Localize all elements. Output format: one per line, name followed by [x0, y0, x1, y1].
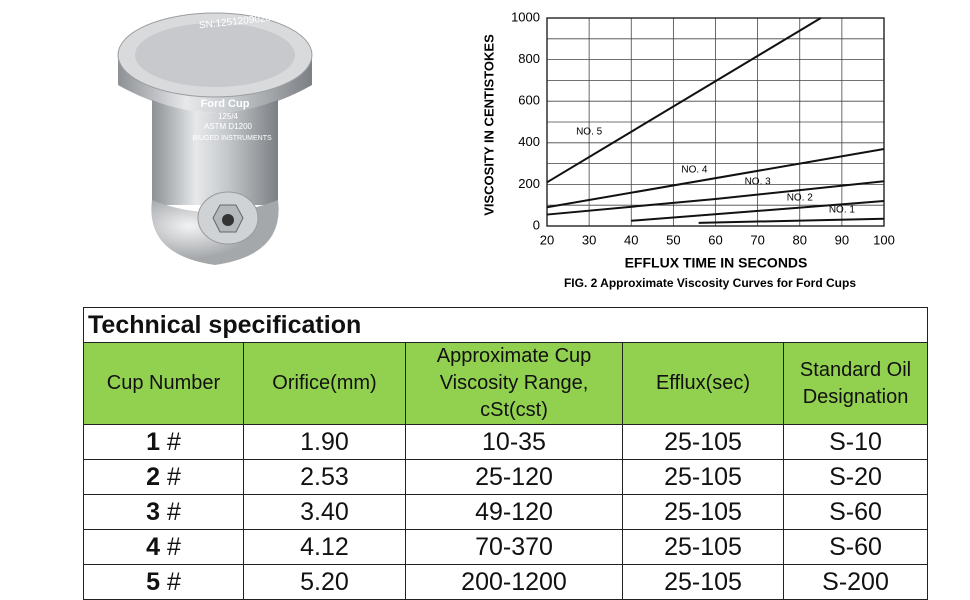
table-cell: 4.12: [243, 529, 406, 565]
table-cell: 1.90: [243, 424, 406, 460]
y-tick-label: 200: [518, 176, 540, 191]
curve: [698, 217, 885, 224]
x-axis-label: EFFLUX TIME IN SECONDS: [625, 255, 808, 271]
cup-number: 4: [146, 532, 161, 561]
cup-suffix: #: [166, 497, 181, 526]
plot-frame: [546, 17, 885, 227]
curve: [546, 17, 822, 184]
model: 125/4: [218, 112, 239, 121]
figure-area: SN:1251209020 Ford Cup 125/4 ASTM D1200 …: [117, 9, 895, 290]
chart-caption: FIG. 2 Approximate Viscosity Curves for …: [564, 276, 856, 290]
x-tick-label: 80: [793, 232, 807, 247]
y-tick-label: 1000: [511, 9, 540, 24]
y-tick-label: 400: [518, 134, 540, 149]
curve-label: NO. 2: [787, 192, 814, 203]
spec-table: Technical specification Cup Number Orific…: [82, 307, 929, 600]
cup-suffix: #: [166, 427, 181, 456]
table-cell: S-20: [782, 459, 929, 495]
cup-cell: 3 #: [83, 494, 244, 530]
table-cell: 2.53: [243, 459, 406, 495]
x-tick-label: 100: [873, 232, 895, 247]
cup-suffix: #: [166, 462, 181, 491]
curve-label: NO. 5: [576, 127, 603, 138]
cup-suffix: #: [166, 567, 181, 596]
table-cell: 10-35: [405, 424, 623, 460]
cup-suffix: #: [166, 532, 181, 561]
maker: BIUGED INSTRUMENTS: [192, 135, 272, 142]
cup-number: 3: [146, 497, 161, 526]
x-tick-label: 20: [540, 232, 554, 247]
table-cell: 5.20: [243, 564, 406, 600]
table-cell: S-60: [782, 494, 929, 530]
table-cell: 25-105: [622, 424, 784, 460]
table-cell: 25-105: [622, 459, 784, 495]
table-title: Technical specification: [82, 307, 929, 343]
header-cell: Cup Number: [83, 342, 244, 425]
cup-cell: 2 #: [83, 459, 244, 495]
y-tick-label: 0: [533, 217, 540, 232]
y-axis-label: VISCOSITY IN CENTISTOKES: [481, 34, 496, 216]
curve: [631, 200, 885, 222]
table-cell: S-10: [782, 424, 929, 460]
brand: Ford Cup: [201, 98, 250, 110]
cup-cell: 5 #: [83, 564, 244, 600]
x-tick-label: 30: [582, 232, 596, 247]
curve: [546, 148, 885, 209]
header-cell: Approximate Cup Viscosity Range, cSt(cst…: [405, 342, 623, 425]
cup-cell: 1 #: [83, 424, 244, 460]
table-cell: S-60: [782, 529, 929, 565]
product-photo: SN:1251209020 Ford Cup 125/4 ASTM D1200 …: [117, 12, 313, 265]
curve-label: NO. 4: [681, 164, 708, 175]
x-tick-label: 60: [708, 232, 722, 247]
curve-label: NO. 3: [745, 176, 772, 187]
table-cell: 49-120: [405, 494, 623, 530]
table-cell: S-200: [782, 564, 929, 600]
header-cell: Efflux(sec): [622, 342, 784, 425]
y-tick-label: 600: [518, 93, 540, 108]
header-cell: Orifice(mm): [243, 342, 406, 425]
table-cell: 3.40: [243, 494, 406, 530]
cup-number: 1: [146, 427, 161, 456]
table-cell: 25-105: [622, 494, 784, 530]
y-tick-label: 800: [518, 51, 540, 66]
x-tick-label: 90: [835, 232, 849, 247]
curve-label: NO. 1: [829, 204, 856, 215]
table-cell: 200-1200: [405, 564, 623, 600]
cup-number: 5: [146, 567, 161, 596]
table-cell: 70-370: [405, 529, 623, 565]
curve: [546, 180, 885, 216]
table-cell: 25-120: [405, 459, 623, 495]
table-cell: 25-105: [622, 529, 784, 565]
header-cell: Standard Oil Designation: [782, 342, 929, 425]
x-tick-label: 50: [666, 232, 680, 247]
x-tick-label: 40: [624, 232, 638, 247]
table-cell: 25-105: [622, 564, 784, 600]
cup-cell: 4 #: [83, 529, 244, 565]
cup-number: 2: [146, 462, 161, 491]
x-tick-label: 70: [750, 232, 764, 247]
standard: ASTM D1200: [204, 122, 253, 131]
